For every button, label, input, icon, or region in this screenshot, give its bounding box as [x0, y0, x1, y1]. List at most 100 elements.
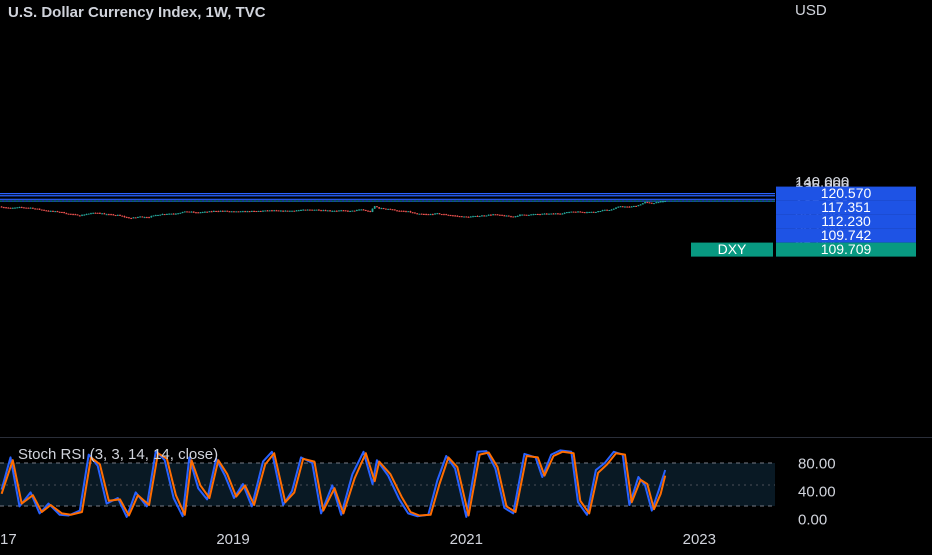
- candle-body: [282, 210, 285, 212]
- candle-body: [248, 211, 251, 213]
- stoch-d-line[interactable]: [0, 450, 667, 517]
- candle-body: [61, 211, 63, 213]
- candle-body: [239, 211, 242, 213]
- candle-body: [610, 209, 613, 211]
- candle-body: [172, 213, 175, 215]
- candle-body: [163, 214, 166, 216]
- candle-body: [217, 211, 220, 213]
- candle-body: [141, 216, 144, 218]
- candle-body: [224, 210, 226, 212]
- candle-body: [29, 207, 32, 209]
- candle-body: [396, 210, 398, 212]
- candle-body: [23, 207, 25, 209]
- candle-body: [266, 210, 269, 212]
- candle-body: [635, 205, 638, 207]
- candle-body: [548, 213, 550, 215]
- candle-body: [311, 209, 314, 211]
- stoch-k-line[interactable]: [0, 449, 667, 518]
- candle-body: [376, 206, 378, 208]
- candle-body: [541, 213, 544, 215]
- candle-body: [81, 214, 83, 216]
- candle-body: [244, 211, 247, 213]
- candle-body: [116, 214, 119, 216]
- candle-body: [340, 210, 343, 212]
- candle-body: [347, 210, 349, 212]
- last-price-label: 109.709: [821, 241, 872, 257]
- candle-body: [271, 210, 273, 212]
- candle-body: [619, 206, 622, 208]
- candle-body: [210, 211, 213, 213]
- candle-body: [353, 210, 356, 212]
- stoch-axis[interactable]: 80.00 40.00 0.00: [798, 456, 836, 529]
- candle-body: [498, 214, 501, 216]
- candle-body: [179, 212, 182, 214]
- candle-body: [565, 212, 568, 214]
- candle-body: [344, 210, 347, 212]
- candle-body: [481, 215, 483, 217]
- candle-body: [420, 213, 423, 215]
- candle-body: [583, 212, 586, 214]
- candle-body: [226, 210, 229, 212]
- candle-body: [554, 213, 557, 215]
- candle-body: [389, 208, 392, 210]
- candle-body: [320, 210, 322, 212]
- candle-body: [221, 210, 224, 212]
- candle-body: [286, 210, 289, 212]
- candle-body: [85, 214, 88, 216]
- candle-body: [215, 210, 217, 212]
- candle-body: [273, 210, 276, 212]
- candle-body: [69, 213, 72, 215]
- candle-body: [405, 211, 407, 213]
- candle-body: [472, 216, 474, 218]
- candle-body: [74, 214, 77, 216]
- candle-body: [407, 211, 410, 213]
- candle-body: [516, 215, 519, 217]
- candle-body: [501, 214, 503, 216]
- price-line-label-box: [776, 186, 916, 201]
- candle-body: [335, 210, 338, 212]
- candle-body: [630, 206, 633, 208]
- price-line-label: 112.230: [821, 213, 871, 229]
- candle-body: [279, 210, 282, 212]
- candle-body: [563, 212, 566, 214]
- candle-body: [186, 211, 188, 213]
- stoch-rsi-series[interactable]: [0, 449, 667, 518]
- candle-body: [371, 208, 374, 212]
- horizontal-lines[interactable]: [0, 192, 775, 202]
- candle-body: [570, 211, 573, 213]
- price-line-label-box: [776, 200, 916, 215]
- time-tick-label: 2017: [0, 531, 17, 548]
- candle-body: [38, 208, 41, 210]
- candle-body: [101, 213, 104, 215]
- candle-body: [458, 216, 461, 218]
- candle-body: [253, 210, 255, 212]
- candle-body: [306, 209, 309, 211]
- candle-body: [612, 208, 615, 210]
- candle-body: [460, 216, 463, 218]
- candle-body: [92, 212, 95, 214]
- candlestick-series[interactable]: [0, 201, 667, 220]
- candle-body: [422, 213, 425, 215]
- candle-body: [650, 202, 653, 204]
- candle-body: [416, 213, 419, 215]
- candle-body: [463, 216, 465, 218]
- candle-body: [369, 211, 372, 213]
- candle-body: [295, 210, 298, 212]
- time-axis[interactable]: 2017 2019 2021 2023: [0, 531, 716, 548]
- candle-body: [31, 207, 34, 209]
- candle-body: [387, 208, 390, 210]
- candle-body: [112, 214, 115, 216]
- candle-body: [478, 216, 481, 218]
- candle-body: [34, 208, 37, 210]
- candle-body: [78, 215, 81, 217]
- candle-body: [107, 214, 110, 216]
- candle-body: [648, 202, 651, 204]
- candle-body: [409, 211, 412, 213]
- candle-body: [195, 212, 197, 214]
- candle-body: [644, 202, 646, 204]
- stoch-tick-label: 0.00: [798, 512, 827, 529]
- candle-body: [72, 214, 74, 216]
- candle-body: [43, 209, 45, 211]
